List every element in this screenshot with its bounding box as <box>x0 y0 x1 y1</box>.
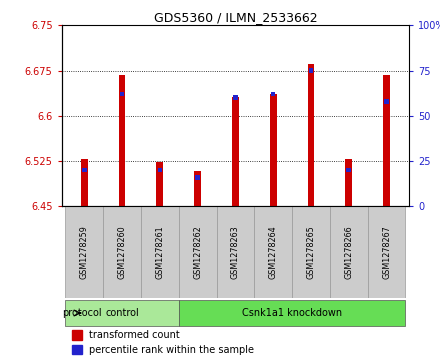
FancyBboxPatch shape <box>179 206 216 298</box>
FancyBboxPatch shape <box>216 206 254 298</box>
FancyBboxPatch shape <box>292 206 330 298</box>
Bar <box>346 168 351 172</box>
Text: GSM1278264: GSM1278264 <box>269 225 278 279</box>
Bar <box>233 95 238 100</box>
Text: GSM1278260: GSM1278260 <box>117 225 127 279</box>
FancyBboxPatch shape <box>141 206 179 298</box>
Bar <box>158 168 162 172</box>
Bar <box>232 97 239 206</box>
Text: GSM1278267: GSM1278267 <box>382 225 391 279</box>
Text: GSM1278265: GSM1278265 <box>307 225 315 279</box>
FancyBboxPatch shape <box>66 300 179 326</box>
Bar <box>271 92 275 96</box>
Bar <box>194 171 201 206</box>
Text: GSM1278262: GSM1278262 <box>193 225 202 279</box>
FancyBboxPatch shape <box>179 300 405 326</box>
FancyBboxPatch shape <box>330 206 368 298</box>
FancyBboxPatch shape <box>254 206 292 298</box>
Text: GSM1278259: GSM1278259 <box>80 225 89 279</box>
FancyBboxPatch shape <box>103 206 141 298</box>
Text: transformed count: transformed count <box>89 330 180 340</box>
FancyBboxPatch shape <box>368 206 405 298</box>
Text: GSM1278263: GSM1278263 <box>231 225 240 279</box>
Text: GSM1278261: GSM1278261 <box>155 225 164 279</box>
Text: Csnk1a1 knockdown: Csnk1a1 knockdown <box>242 308 342 318</box>
Text: control: control <box>105 308 139 318</box>
Text: protocol: protocol <box>62 308 102 318</box>
Bar <box>72 344 82 354</box>
Bar <box>345 159 352 206</box>
FancyBboxPatch shape <box>66 206 103 298</box>
Title: GDS5360 / ILMN_2533662: GDS5360 / ILMN_2533662 <box>154 11 317 24</box>
Bar <box>72 330 82 339</box>
Text: percentile rank within the sample: percentile rank within the sample <box>89 344 254 355</box>
Bar <box>308 64 314 206</box>
Bar <box>82 168 87 172</box>
Bar <box>119 75 125 206</box>
Bar <box>195 175 200 180</box>
Bar <box>157 162 163 206</box>
Bar <box>81 159 88 206</box>
Bar <box>120 92 125 96</box>
Bar <box>309 68 313 73</box>
Text: GSM1278266: GSM1278266 <box>344 225 353 279</box>
Bar <box>270 94 277 206</box>
Bar <box>384 99 389 103</box>
Bar <box>383 76 390 206</box>
